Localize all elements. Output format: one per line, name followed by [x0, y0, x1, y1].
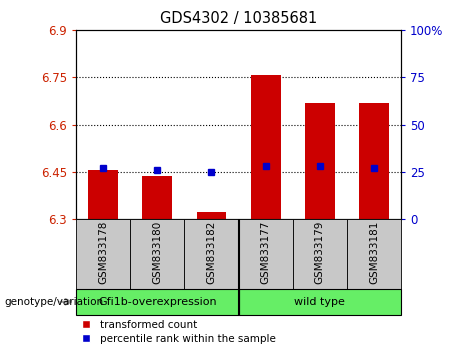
Bar: [130, 219, 184, 289]
Text: GSM833180: GSM833180: [152, 221, 162, 284]
Text: genotype/variation: genotype/variation: [5, 297, 104, 307]
Bar: [88, 170, 118, 219]
Bar: [251, 75, 281, 219]
Text: GSM833182: GSM833182: [207, 221, 217, 284]
Text: GSM833177: GSM833177: [260, 221, 271, 284]
Bar: [347, 219, 401, 289]
Text: GSM833181: GSM833181: [369, 221, 379, 284]
Text: wild type: wild type: [295, 297, 345, 307]
Bar: [76, 219, 130, 289]
Bar: [239, 219, 293, 289]
Bar: [293, 219, 347, 289]
Bar: [76, 289, 238, 315]
Title: GDS4302 / 10385681: GDS4302 / 10385681: [160, 11, 317, 26]
Bar: [239, 289, 401, 315]
Text: GSM833179: GSM833179: [315, 221, 325, 284]
Bar: [196, 212, 226, 219]
Bar: [184, 219, 238, 289]
Bar: [359, 103, 389, 219]
Text: GSM833178: GSM833178: [98, 221, 108, 284]
Text: Gfi1b-overexpression: Gfi1b-overexpression: [98, 297, 217, 307]
Bar: [142, 176, 172, 219]
Bar: [305, 103, 335, 219]
Legend: transformed count, percentile rank within the sample: transformed count, percentile rank withi…: [81, 320, 276, 344]
